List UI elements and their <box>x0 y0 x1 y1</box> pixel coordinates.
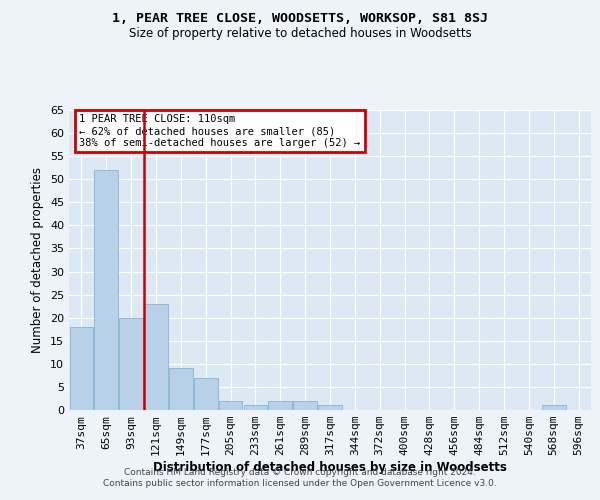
Bar <box>318 406 342 410</box>
Bar <box>94 170 118 410</box>
Bar <box>219 401 242 410</box>
Y-axis label: Number of detached properties: Number of detached properties <box>31 167 44 353</box>
Bar <box>169 368 193 410</box>
Bar <box>194 378 218 410</box>
Text: 1 PEAR TREE CLOSE: 110sqm
← 62% of detached houses are smaller (85)
38% of semi-: 1 PEAR TREE CLOSE: 110sqm ← 62% of detac… <box>79 114 361 148</box>
Bar <box>542 406 566 410</box>
Bar <box>244 406 267 410</box>
Text: Contains HM Land Registry data © Crown copyright and database right 2024.
Contai: Contains HM Land Registry data © Crown c… <box>103 468 497 487</box>
X-axis label: Distribution of detached houses by size in Woodsetts: Distribution of detached houses by size … <box>153 461 507 474</box>
Bar <box>144 304 168 410</box>
Bar <box>268 401 292 410</box>
Bar <box>293 401 317 410</box>
Bar <box>119 318 143 410</box>
Bar <box>70 327 93 410</box>
Text: 1, PEAR TREE CLOSE, WOODSETTS, WORKSOP, S81 8SJ: 1, PEAR TREE CLOSE, WOODSETTS, WORKSOP, … <box>112 12 488 26</box>
Text: Size of property relative to detached houses in Woodsetts: Size of property relative to detached ho… <box>128 28 472 40</box>
